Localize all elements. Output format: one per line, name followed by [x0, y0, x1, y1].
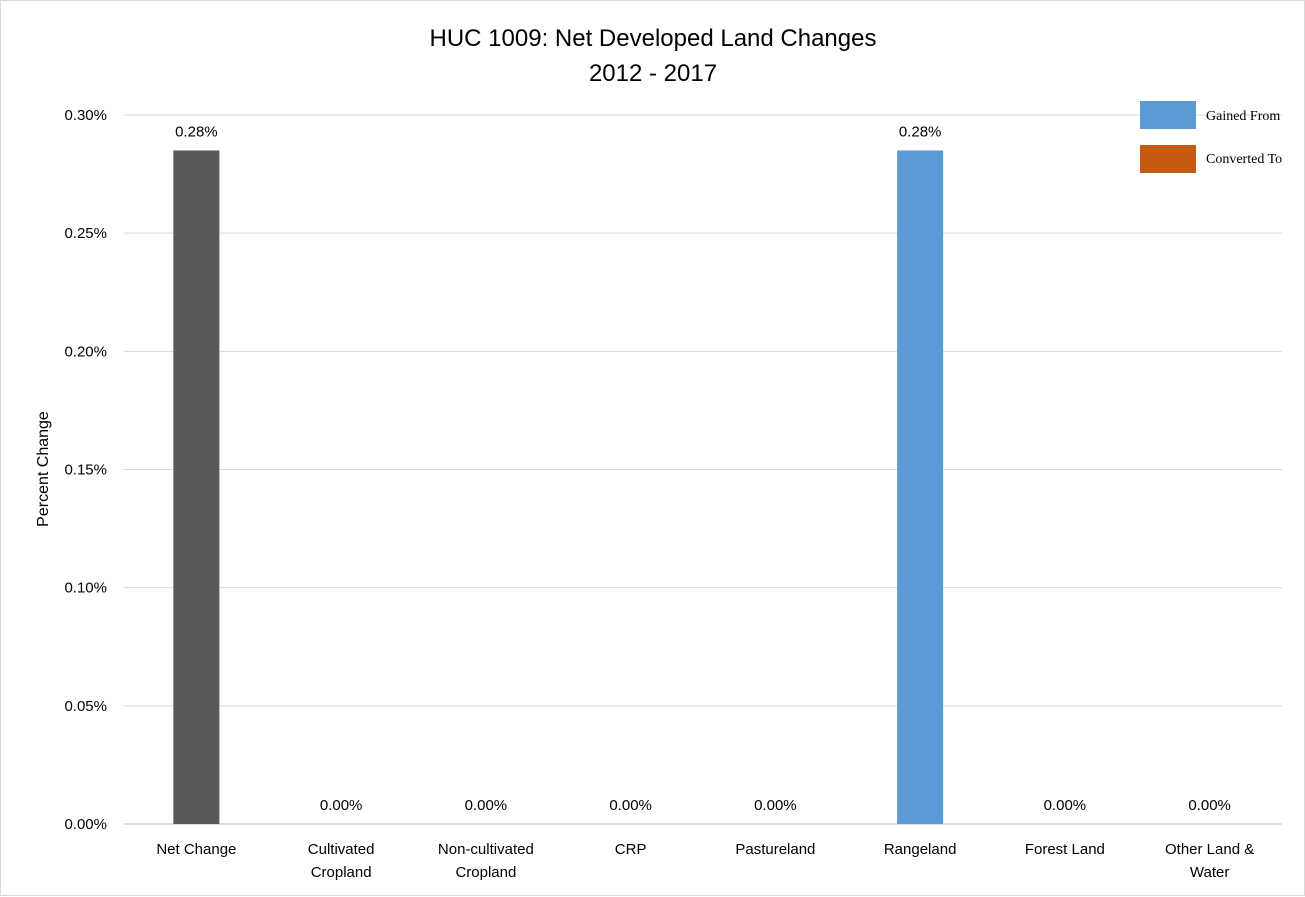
x-axis-ticks: Net Change Cultivated Cropland Non-cultivat… [156, 841, 1254, 881]
x-tick-label: Pastureland [735, 841, 815, 858]
data-label: 0.00% [1044, 797, 1087, 814]
x-tick-label: Net Change [156, 841, 236, 858]
bar [173, 150, 220, 824]
y-tick-label: 0.25% [64, 225, 107, 242]
y-tick-label: 0.10% [64, 580, 107, 597]
legend-label-gained-from: Gained From [1206, 109, 1280, 124]
x-tick-label: CRP [615, 841, 647, 858]
chart-subtitle: 2012 - 2017 [589, 60, 717, 87]
y-tick-label: 0.20% [64, 343, 107, 360]
chart-title: HUC 1009: Net Developed Land Changes [430, 25, 877, 52]
data-label: 0.00% [465, 797, 508, 814]
y-tick-label: 0.00% [64, 816, 107, 833]
x-tick-label: Cropland [311, 864, 372, 881]
bars [173, 150, 944, 824]
x-tick-label: Cultivated [308, 841, 375, 858]
data-label: 0.00% [754, 797, 797, 814]
y-tick-label: 0.15% [64, 462, 107, 479]
legend-swatch-gained-from [1140, 101, 1196, 129]
y-axis-ticks: 0.00% 0.05% 0.10% 0.15% 0.20% 0.25% 0.30% [64, 107, 107, 833]
y-tick-label: 0.05% [64, 698, 107, 715]
x-tick-label: Forest Land [1025, 841, 1105, 858]
legend-label-converted-to: Converted To [1206, 152, 1282, 167]
data-labels: 0.28% 0.00% 0.00% 0.00% 0.00% 0.28% 0.00% 0.00% [175, 123, 1231, 814]
x-tick-label: Water [1190, 864, 1229, 881]
y-axis-title: Percent Change [35, 411, 52, 527]
x-tick-label: Other Land & [1165, 841, 1254, 858]
x-tick-label: Cropland [455, 864, 516, 881]
data-label: 0.28% [899, 123, 942, 140]
bar [897, 150, 944, 824]
y-tick-label: 0.30% [64, 107, 107, 124]
x-tick-label: Non-cultivated [438, 841, 534, 858]
gridlines [124, 114, 1282, 825]
legend: Gained From Converted To [1140, 101, 1282, 173]
data-label: 0.28% [175, 123, 218, 140]
data-label: 0.00% [1188, 797, 1231, 814]
data-label: 0.00% [320, 797, 363, 814]
data-label: 0.00% [609, 797, 652, 814]
x-tick-label: Rangeland [884, 841, 957, 858]
legend-swatch-converted-to [1140, 145, 1196, 173]
